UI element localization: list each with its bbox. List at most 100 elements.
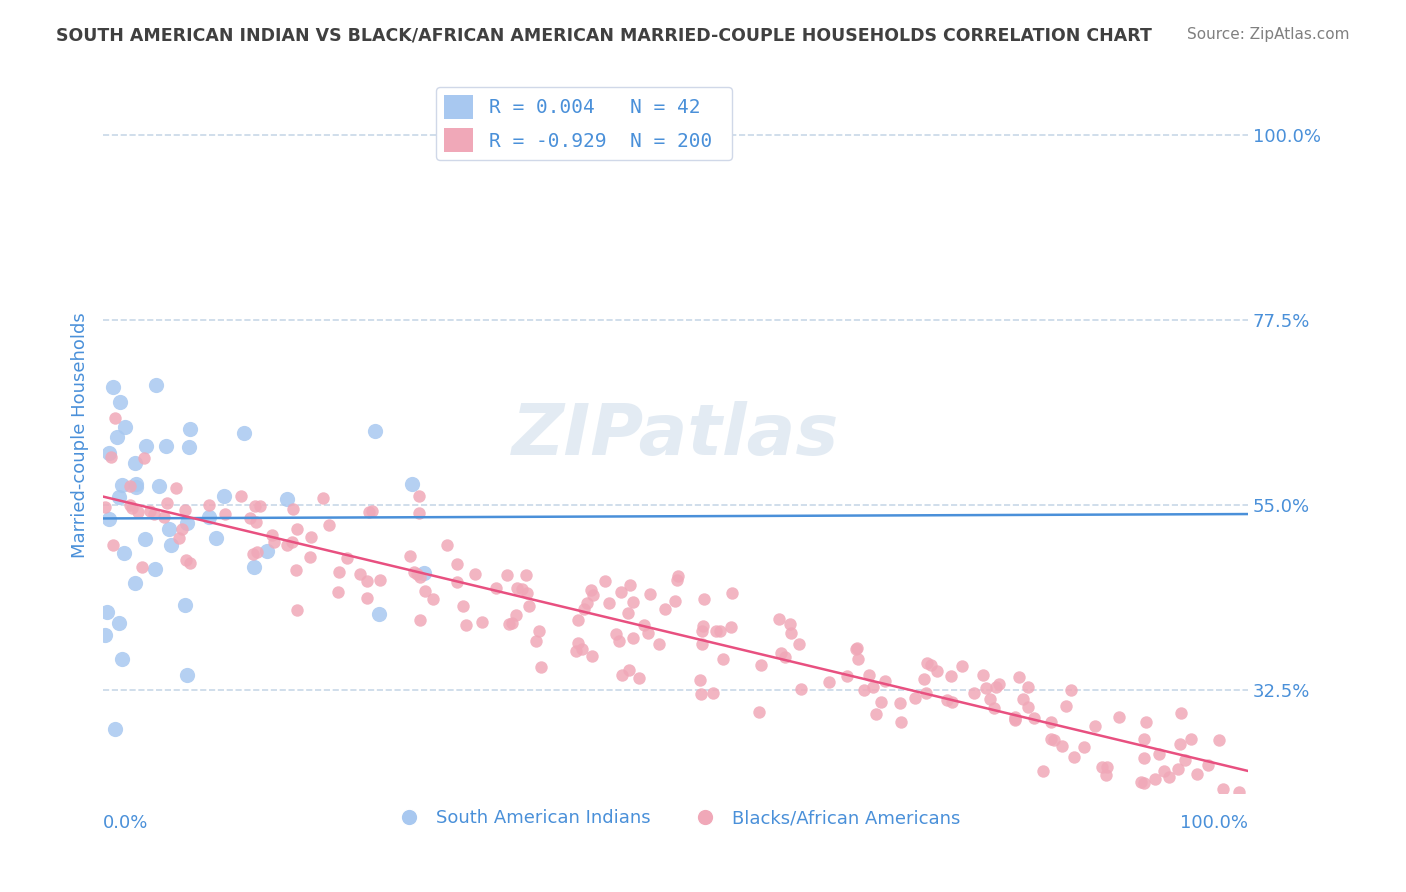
Point [818, 675, 841, 690]
Point [131, 560, 153, 574]
Point [1133, 775, 1156, 789]
Point [617, 606, 640, 620]
Point [610, 668, 633, 682]
Point [104, 722, 127, 736]
Point [862, 680, 884, 694]
Point [1073, 739, 1095, 754]
Point [179, 422, 201, 436]
Point [197, 509, 219, 524]
Point [1143, 772, 1166, 786]
Point [98, 512, 121, 526]
Point [704, 624, 727, 639]
Point [515, 568, 537, 582]
Point [153, 510, 176, 524]
Point [349, 567, 371, 582]
Point [621, 631, 644, 645]
Point [527, 624, 550, 639]
Point [120, 479, 142, 493]
Point [627, 671, 650, 685]
Y-axis label: Married-couple Households: Married-couple Households [72, 312, 89, 558]
Point [935, 693, 957, 707]
Point [176, 668, 198, 682]
Point [605, 627, 627, 641]
Point [524, 633, 547, 648]
Point [165, 481, 187, 495]
Point [318, 518, 340, 533]
Point [690, 624, 713, 638]
Point [530, 660, 553, 674]
Point [581, 582, 603, 597]
Point [858, 668, 880, 682]
Point [446, 557, 468, 571]
Point [846, 651, 869, 665]
Point [367, 607, 389, 621]
Point [1185, 766, 1208, 780]
Point [1008, 670, 1031, 684]
Point [368, 574, 391, 588]
Point [1040, 715, 1063, 730]
Point [1108, 710, 1130, 724]
Point [1133, 731, 1156, 746]
Point [94, 500, 117, 514]
Point [364, 424, 387, 438]
Point [256, 544, 278, 558]
Point [214, 507, 236, 521]
Point [148, 479, 170, 493]
Point [1147, 747, 1170, 761]
Point [582, 588, 605, 602]
Point [284, 563, 307, 577]
Point [96, 605, 118, 619]
Point [1227, 784, 1250, 798]
Point [135, 439, 157, 453]
Point [873, 674, 896, 689]
Point [920, 658, 942, 673]
Point [174, 553, 197, 567]
Point [436, 538, 458, 552]
Point [260, 528, 283, 542]
Point [361, 504, 384, 518]
Point [865, 707, 887, 722]
Point [1017, 700, 1039, 714]
Point [1043, 733, 1066, 747]
Text: SOUTH AMERICAN INDIAN VS BLACK/AFRICAN AMERICAN MARRIED-COUPLE HOUSEHOLDS CORREL: SOUTH AMERICAN INDIAN VS BLACK/AFRICAN A… [56, 27, 1152, 45]
Point [127, 505, 149, 519]
Point [1170, 706, 1192, 720]
Point [134, 532, 156, 546]
Point [1004, 713, 1026, 727]
Point [720, 620, 742, 634]
Point [298, 549, 321, 564]
Point [869, 695, 891, 709]
Point [779, 625, 801, 640]
Point [496, 567, 519, 582]
Point [101, 380, 124, 394]
Point [581, 649, 603, 664]
Point [501, 615, 523, 630]
Point [97, 446, 120, 460]
Point [665, 573, 688, 587]
Point [157, 522, 180, 536]
Point [242, 547, 264, 561]
Point [212, 489, 235, 503]
Point [205, 532, 228, 546]
Point [984, 680, 1007, 694]
Point [406, 567, 429, 582]
Point [143, 562, 166, 576]
Point [567, 613, 589, 627]
Point [1032, 764, 1054, 778]
Point [246, 545, 269, 559]
Point [336, 550, 359, 565]
Point [845, 641, 868, 656]
Point [749, 658, 772, 673]
Point [575, 596, 598, 610]
Point [451, 599, 474, 613]
Point [1095, 760, 1118, 774]
Point [177, 440, 200, 454]
Point [179, 556, 201, 570]
Point [1167, 762, 1189, 776]
Point [912, 672, 935, 686]
Point [263, 535, 285, 549]
Point [1040, 731, 1063, 746]
Point [1159, 770, 1181, 784]
Point [779, 617, 801, 632]
Point [454, 617, 477, 632]
